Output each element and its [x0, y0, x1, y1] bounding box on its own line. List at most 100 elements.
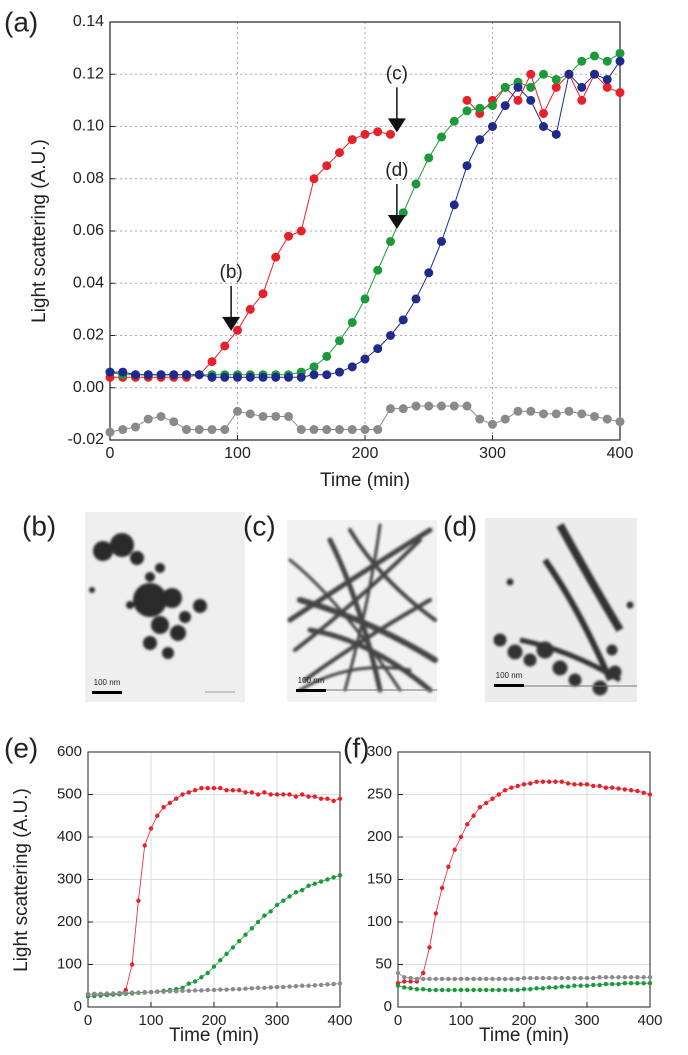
data-point: [192, 788, 198, 793]
data-point: [293, 983, 299, 989]
data-point: [475, 414, 485, 424]
data-point: [475, 135, 485, 145]
data-point: [85, 992, 91, 997]
data-point: [424, 153, 434, 163]
data-point: [312, 983, 317, 988]
data-point: [155, 989, 160, 994]
data-point: [111, 991, 116, 996]
data-point: [258, 289, 268, 299]
data-point: [641, 790, 646, 795]
panel-label: (b): [22, 510, 56, 541]
data-point: [414, 986, 420, 992]
data-point: [230, 986, 236, 992]
data-point: [169, 417, 179, 427]
data-point: [540, 975, 546, 981]
micrograph-b: [85, 512, 245, 702]
data-point: [446, 976, 451, 982]
data-point: [449, 116, 459, 126]
data-point: [224, 987, 229, 992]
data-point: [411, 401, 421, 411]
data-point: [572, 975, 577, 981]
data-point: [610, 975, 615, 980]
data-point: [142, 989, 147, 995]
data-point: [628, 981, 634, 986]
y-tick-label: 200: [367, 828, 392, 845]
data-point: [325, 877, 330, 882]
data-point: [318, 982, 324, 988]
data-point: [616, 975, 621, 980]
data-point: [148, 826, 154, 831]
data-point: [136, 898, 141, 903]
data-point: [300, 983, 305, 988]
data-point: [488, 122, 497, 131]
data-point: [597, 783, 602, 789]
x-axis-label: Time (min): [169, 1025, 259, 1046]
data-point: [439, 987, 445, 993]
data-point: [424, 401, 434, 411]
data-point: [205, 785, 210, 791]
data-point: [414, 976, 420, 982]
data-point: [318, 879, 324, 884]
data-point: [347, 425, 357, 435]
data-point: [331, 981, 336, 987]
data-point: [194, 425, 204, 435]
chart: 0 100 200 300 400 500 600 0 100 200 300 400 (e) Time …: [4, 732, 353, 1046]
data-point: [287, 984, 292, 989]
x-axis-label: Time (min): [479, 1025, 569, 1046]
data-point: [488, 419, 497, 429]
data-point: [565, 975, 571, 981]
annotation-arrowhead: [222, 316, 241, 331]
data-point: [578, 782, 583, 787]
data-point: [243, 790, 248, 795]
data-point: [490, 976, 495, 982]
data-point: [142, 843, 147, 848]
data-point: [433, 976, 438, 982]
data-point: [249, 926, 254, 931]
data-point: [515, 783, 520, 789]
data-point: [205, 970, 210, 976]
data-point: [233, 372, 242, 382]
data-point: [547, 985, 552, 990]
data-point: [205, 987, 210, 993]
data-point: [281, 792, 286, 797]
data-point: [386, 236, 395, 246]
data-point: [559, 984, 564, 989]
micrograph-c: [287, 520, 438, 702]
data-point: [490, 987, 495, 993]
data-point: [616, 786, 621, 791]
data-point: [452, 987, 457, 993]
data-point: [233, 325, 242, 335]
data-point: [255, 919, 261, 925]
data-point: [500, 414, 510, 424]
data-point: [337, 873, 343, 878]
data-point: [143, 370, 153, 380]
data-point: [602, 56, 612, 66]
data-point: [92, 991, 97, 997]
data-point: [496, 976, 501, 982]
data-point: [477, 805, 483, 810]
data-point: [449, 200, 459, 210]
data-point: [477, 976, 483, 982]
data-point: [117, 990, 122, 996]
data-point: [245, 409, 255, 419]
data-point: [513, 406, 523, 416]
data-point: [615, 48, 625, 58]
data-point: [577, 82, 587, 92]
data-point: [603, 785, 609, 790]
data-point: [547, 975, 552, 981]
data-point: [268, 985, 273, 990]
data-point: [553, 985, 558, 990]
data-point: [635, 975, 640, 980]
data-point: [526, 69, 536, 79]
x-tick-label: 0: [106, 445, 115, 462]
data-point: [439, 885, 445, 891]
y-tick-label: 300: [57, 870, 82, 887]
data-point: [386, 129, 395, 139]
y-tick-label: 50: [375, 955, 392, 972]
data-point: [325, 796, 330, 801]
data-point: [578, 983, 583, 988]
data-point: [610, 981, 615, 987]
data-point: [446, 864, 451, 869]
data-point: [322, 425, 332, 435]
